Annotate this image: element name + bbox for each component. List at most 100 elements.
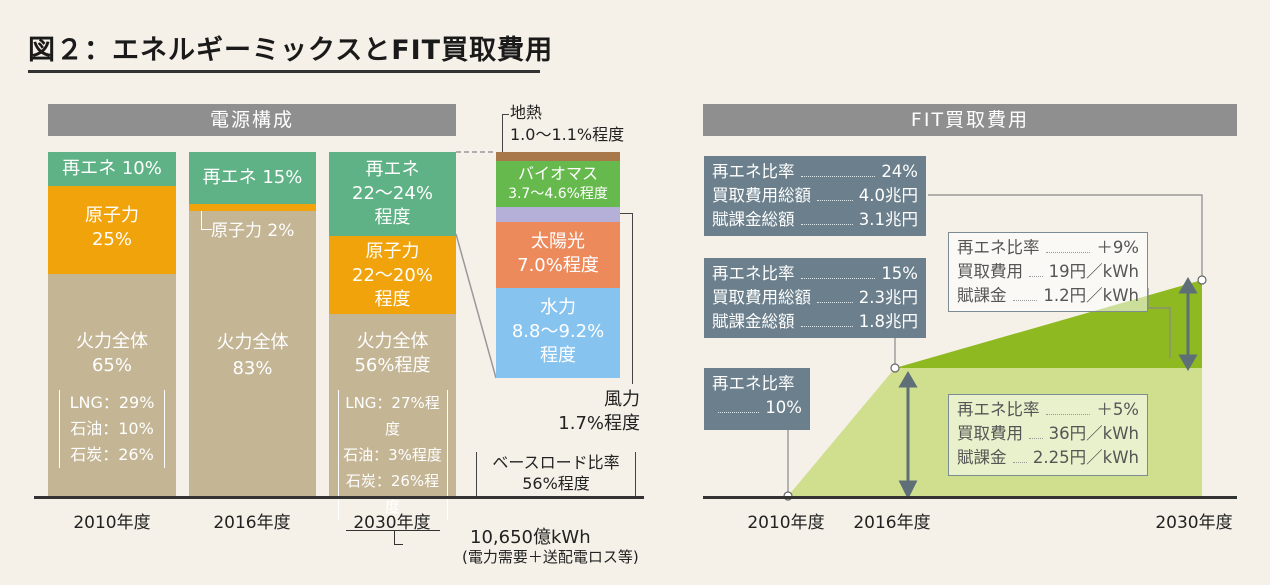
breakdown-wind [496, 207, 620, 222]
delta-value: 36円／kWh [1048, 424, 1139, 443]
delta-lower-row: 賦課金 2.25円／kWh [957, 446, 1139, 470]
bar-2010-thermal-pct: 65% [91, 355, 132, 376]
delta-value: 19円／kWh [1048, 262, 1139, 281]
bar-2016-thermal: 原子力 2% 火力全体 83% [189, 211, 316, 496]
infobox-value: 2.3兆円 [858, 288, 918, 307]
bar-2010-nuclear-label: 原子力 [85, 205, 139, 226]
page-title: 図２：エネルギーミックスとFIT買取費用 [28, 35, 554, 66]
bar-2030-renewable-pct: 22～24% [352, 183, 433, 204]
callout-2030-line [928, 194, 1203, 280]
breakdown-connector [456, 151, 497, 379]
bar-2030-nuclear: 原子力 22～20% 程度 [329, 236, 456, 314]
geothermal-value: 1.0～1.1%程度 [510, 125, 625, 144]
bar-2030-fuel-breakdown: LNG：27%程度 石油：3%程度 石炭：26%程度 [337, 390, 448, 520]
title-underline [28, 70, 540, 73]
infobox-2010-row: 10% [712, 396, 802, 420]
infobox-value: 24% [881, 162, 918, 181]
arrow-2030 [1178, 277, 1198, 371]
point-2030 [1197, 275, 1207, 285]
delta-lower-row: 再エネ比率 ＋5% [957, 398, 1139, 422]
geothermal-label: 地熱 1.0～1.1%程度 [510, 102, 640, 146]
wind-name: 風力 [604, 389, 640, 410]
delta-value: 2.25円／kWh [1032, 448, 1139, 467]
infobox-value: 10% [765, 398, 802, 417]
bar-2010-renewable: 再エネ 10% [48, 152, 176, 186]
delta-label: 賦課金 [957, 448, 1007, 467]
x-label-2030-underline [346, 530, 440, 531]
fit-x-label-2016: 2016年度 [853, 513, 931, 533]
bar-2010-fuel-breakdown: LNG：29% 石油：10% 石炭：26% [59, 390, 165, 468]
bar-2010-thermal: 火力全体 65% LNG：29% 石油：10% 石炭：26% [48, 274, 176, 496]
breakdown-biomass: バイオマス 3.7～4.6%程度 [496, 161, 620, 207]
infobox-2030-row: 買取費用総額 4.0兆円 [712, 184, 918, 208]
x-label-2016: 2016年度 [213, 513, 291, 533]
infobox-2016-row: 買取費用総額 2.3兆円 [712, 286, 918, 310]
bar-2016-nuclear [189, 204, 316, 211]
delta-upper-row: 買取費用 19円／kWh [957, 260, 1139, 284]
geothermal-name: 地熱 [510, 103, 543, 122]
delta-label: 再エネ比率 [957, 238, 1040, 257]
bar-2010-nuclear-pct: 25% [91, 229, 132, 250]
bar-2030-thermal: 火力全体 56%程度 LNG：27%程度 石油：3%程度 石炭：26%程度 [329, 314, 456, 520]
infobox-label: 再エネ比率 [712, 162, 795, 181]
hydro-suffix: 程度 [540, 345, 576, 366]
fit-x-label-2010: 2010年度 [747, 513, 825, 533]
biomass-name: バイオマス [517, 164, 598, 183]
bar-2016-thermal-label: 火力全体 [216, 332, 289, 353]
delta-upper-row: 再エネ比率 ＋9% [957, 236, 1139, 260]
baseload-value: 56%程度 [522, 474, 590, 493]
infobox-2010-row: 再エネ比率 [712, 372, 802, 396]
bar-2030-lng: LNG：27%程度 [345, 394, 440, 438]
fit-cost-header: FIT買取費用 [703, 104, 1237, 136]
breakdown-hydro: 水力 8.8～9.2% 程度 [496, 288, 620, 378]
bar-2010-lng: LNG：29% [69, 393, 155, 412]
arrow-2016 [898, 371, 918, 500]
bar-2030-thermal-pct: 56%程度 [354, 355, 431, 376]
infobox-value: 4.0兆円 [858, 186, 918, 205]
bar-2030-thermal-label: 火力全体 [356, 331, 429, 352]
renewable-breakdown-bar: バイオマス 3.7～4.6%程度 太陽光 7.0%程度 水力 8.8～9.2% … [496, 152, 620, 378]
power-mix-header: 電源構成 [48, 104, 456, 136]
infobox-2030: 再エネ比率 24% 買取費用総額 4.0兆円 賦課金総額 3.1兆円 [704, 156, 926, 236]
solar-value: 7.0%程度 [517, 255, 599, 276]
x-label-2010: 2010年度 [73, 513, 151, 533]
bar-2030-nuclear-label: 原子力 [365, 241, 420, 262]
demand-pointer [394, 530, 403, 545]
infobox-label: 再エネ比率 [712, 374, 795, 393]
hydro-name: 水力 [540, 297, 576, 318]
infobox-label: 賦課金総額 [712, 312, 795, 331]
delta-value: 1.2円／kWh [1043, 286, 1139, 305]
delta-box-lower: 再エネ比率 ＋5% 買取費用 36円／kWh 賦課金 2.25円／kWh [948, 394, 1148, 476]
delta-upper-row: 賦課金 1.2円／kWh [957, 284, 1139, 308]
bar-2010-thermal-label: 火力全体 [76, 331, 148, 352]
infobox-label: 買取費用総額 [712, 288, 811, 307]
delta-value: ＋5% [1096, 400, 1139, 419]
delta-box-upper: 再エネ比率 ＋9% 買取費用 19円／kWh 賦課金 1.2円／kWh [948, 232, 1148, 312]
infobox-label: 買取費用総額 [712, 186, 811, 205]
bar-2030-renewable-suffix: 程度 [374, 207, 411, 228]
delta-label: 買取費用 [957, 262, 1023, 281]
biomass-value: 3.7～4.6%程度 [508, 186, 608, 202]
bar-2030-nuclear-suffix: 程度 [374, 289, 411, 310]
x-label-2030: 2030年度 [353, 513, 431, 533]
bar-2010-coal: 石炭：26% [70, 445, 154, 464]
infobox-label: 再エネ比率 [712, 264, 795, 283]
bar-2016-nuclear-callout-line [201, 211, 212, 230]
baseload-box: ベースロード比率 56%程度 [476, 452, 636, 496]
fit-x-label-2030: 2030年度 [1155, 513, 1233, 533]
breakdown-geothermal [496, 152, 620, 161]
bar-2016-thermal-pct: 83% [232, 358, 273, 379]
hydro-value: 8.8～9.2% [511, 321, 605, 342]
baseload-label: ベースロード比率 [492, 453, 620, 472]
wind-label: 風力 1.7%程度 [540, 388, 640, 436]
bar-2010: 再エネ 10% 原子力 25% 火力全体 65% LNG：29% 石油：10% … [48, 152, 176, 496]
infobox-label: 賦課金総額 [712, 210, 795, 229]
infobox-2010: 再エネ比率 10% [704, 368, 810, 430]
left-x-axis [34, 496, 644, 499]
wind-value: 1.7%程度 [558, 413, 640, 434]
bar-2030-renewable-label: 再エネ [365, 159, 420, 180]
bar-2010-oil: 石油：10% [70, 419, 154, 438]
bar-2030: 再エネ 22～24% 程度 原子力 22～20% 程度 火力全体 56%程度 L… [329, 152, 456, 520]
infobox-2016-row: 賦課金総額 1.8兆円 [712, 310, 918, 334]
solar-name: 太陽光 [531, 231, 585, 252]
